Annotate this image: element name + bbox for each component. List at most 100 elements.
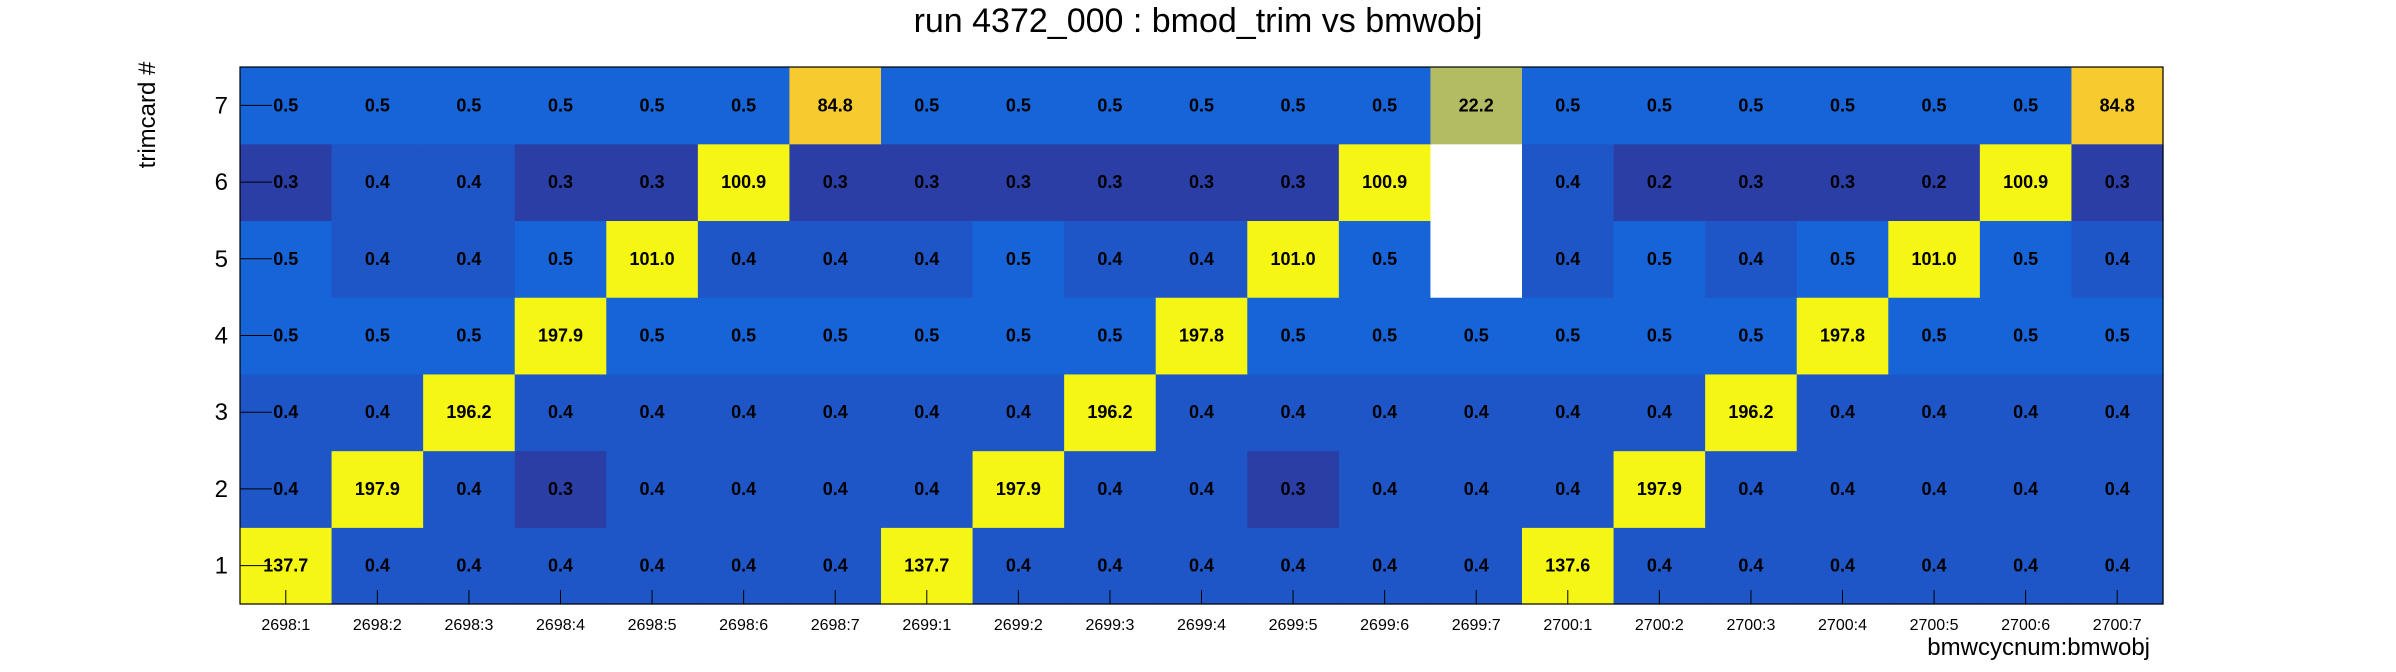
- x-tick-label: 2698:6: [719, 617, 768, 634]
- heatmap-cell: [2071, 297, 2164, 375]
- heatmap-cell: [1979, 450, 2073, 528]
- chart-title: run 4372_000 : bmod_trim vs bmwobj: [914, 2, 1483, 40]
- heatmap-cell: [423, 143, 516, 222]
- heatmap-cell: [1796, 450, 1889, 528]
- cell-value-label: 0.4: [365, 172, 390, 192]
- heatmap-cell: [1430, 297, 1523, 375]
- y-tick-label: 4: [215, 323, 228, 350]
- x-tick-label: 2700:5: [1910, 617, 1959, 634]
- heatmap-cell: [1338, 373, 1432, 452]
- heatmap-cell: [881, 450, 974, 528]
- x-tick-label: 2698:5: [628, 617, 677, 634]
- heatmap-cell: [789, 450, 882, 528]
- cell-value-label: 0.4: [1555, 479, 1580, 499]
- heatmap-cell: [1613, 373, 1706, 452]
- cell-value-label: 0.4: [914, 479, 939, 499]
- heatmap-cell: [606, 220, 699, 298]
- heatmap-cell: [1064, 297, 1157, 375]
- heatmap-cell: [1796, 220, 1889, 298]
- y-tick-label: 1: [215, 553, 228, 580]
- heatmap-cell: [1796, 67, 1889, 145]
- cell-value-label: 0.4: [1922, 402, 1947, 422]
- heatmap-cell: [1979, 67, 2073, 145]
- heatmap-cell: [789, 220, 882, 298]
- cell-value-label: 0.4: [1922, 556, 1947, 576]
- cell-value-label: 0.5: [1372, 249, 1397, 269]
- x-tick-label: 2700:3: [1726, 617, 1775, 634]
- cell-value-label: 0.3: [1830, 172, 1855, 192]
- heatmap-cell: [1705, 67, 1798, 145]
- heatmap-cell: [1522, 143, 1615, 222]
- x-tick-label: 2699:3: [1085, 617, 1134, 634]
- cell-value-label: 197.8: [1179, 326, 1224, 346]
- cell-value-label: 0.4: [1738, 556, 1763, 576]
- heatmap-cell: [2071, 450, 2164, 528]
- x-tick-label: 2700:2: [1635, 617, 1684, 634]
- heatmap-cell: [1888, 297, 1981, 375]
- cell-value-label: 0.4: [731, 479, 756, 499]
- cell-value-label: 0.4: [731, 249, 756, 269]
- heatmap-cell: [331, 67, 424, 145]
- heatmap-cell: [1430, 373, 1523, 452]
- cell-value-label: 0.4: [1830, 402, 1855, 422]
- heatmap-cell: [331, 450, 424, 528]
- cell-value-label: 0.5: [1006, 249, 1031, 269]
- cell-value-label: 0.4: [1097, 556, 1122, 576]
- cell-value-label: 197.8: [1820, 326, 1865, 346]
- heatmap-cell: [606, 450, 699, 528]
- cell-value-label: 0.4: [731, 402, 756, 422]
- heatmap-cell: [972, 450, 1065, 528]
- heatmap-cell: [1155, 373, 1248, 452]
- y-axis: 1 2 3 4 5 6 7: [215, 92, 272, 580]
- cell-value-label: 0.3: [1006, 172, 1031, 192]
- heatmap-cell-labels: 137.7 0.4 0.4 0.4 0.4 0.4 0.4 137.7 0.4 0.4 0.4 0.4…: [263, 95, 2134, 575]
- heatmap-cell: [423, 450, 516, 528]
- cell-value-label: 0.5: [731, 95, 756, 115]
- cell-value-label: 0.5: [365, 326, 390, 346]
- heatmap-cell: [881, 373, 974, 452]
- heatmap-cell: [1705, 220, 1798, 298]
- heatmap-cell: [1979, 373, 2073, 452]
- heatmap-cell: [2071, 220, 2164, 298]
- cell-value-label: 0.4: [640, 402, 665, 422]
- heatmap-cell: [1613, 220, 1706, 298]
- cell-value-label: 0.4: [456, 556, 481, 576]
- x-axis-title: bmwcycnum:bmwobj: [1927, 634, 2150, 661]
- cell-value-label: 0.5: [1647, 249, 1672, 269]
- cell-value-label: 0.5: [1006, 95, 1031, 115]
- cell-value-label: 197.9: [538, 326, 583, 346]
- heatmap-cell: [1064, 67, 1157, 145]
- x-tick-label: 2699:6: [1360, 617, 1409, 634]
- cell-value-label: 0.5: [1922, 326, 1947, 346]
- heatmap-cell: [1064, 220, 1157, 298]
- cell-value-label: 0.5: [1281, 95, 1306, 115]
- cell-value-label: 84.8: [2100, 95, 2135, 115]
- cell-value-label: 0.4: [456, 249, 481, 269]
- cell-value-label: 0.2: [1922, 172, 1947, 192]
- y-tick-label: 7: [215, 92, 228, 119]
- cell-value-label: 196.2: [1087, 402, 1132, 422]
- heatmap-cell: [1613, 450, 1706, 528]
- heatmap-cell: [1796, 143, 1889, 222]
- cell-value-label: 0.5: [2105, 326, 2130, 346]
- cell-value-label: 0.4: [1372, 402, 1397, 422]
- cell-value-label: 0.5: [1555, 95, 1580, 115]
- cell-value-label: 0.4: [1830, 479, 1855, 499]
- cell-value-label: 0.4: [1372, 479, 1397, 499]
- cell-value-label: 0.4: [456, 479, 481, 499]
- y-axis-title: trimcard #: [134, 61, 161, 168]
- cell-value-label: 100.9: [2003, 172, 2048, 192]
- cell-value-label: 0.5: [1738, 326, 1763, 346]
- cell-value-label: 0.4: [1189, 479, 1214, 499]
- heatmap-cell: [789, 67, 882, 145]
- x-tick-label: 2700:4: [1818, 617, 1867, 634]
- cell-value-label: 0.2: [1647, 172, 1672, 192]
- cell-value-label: 101.0: [1271, 249, 1316, 269]
- heatmap-cell: [697, 450, 791, 528]
- cell-value-label: 0.4: [1555, 172, 1580, 192]
- heatmap-cell: [1155, 450, 1248, 528]
- cell-value-label: 0.5: [273, 326, 298, 346]
- heatmap-cell: [789, 297, 882, 375]
- heatmap-cell: [1888, 373, 1981, 452]
- cell-value-label: 0.5: [548, 95, 573, 115]
